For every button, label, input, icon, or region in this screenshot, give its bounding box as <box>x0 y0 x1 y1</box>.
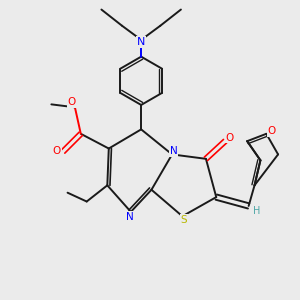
Text: O: O <box>268 126 276 136</box>
Text: N: N <box>170 146 177 156</box>
Text: N: N <box>137 37 146 47</box>
Text: H: H <box>253 206 261 216</box>
Text: O: O <box>68 97 76 107</box>
Text: O: O <box>225 133 234 142</box>
Text: O: O <box>52 146 61 157</box>
Text: S: S <box>181 215 187 225</box>
Text: N: N <box>125 212 133 222</box>
